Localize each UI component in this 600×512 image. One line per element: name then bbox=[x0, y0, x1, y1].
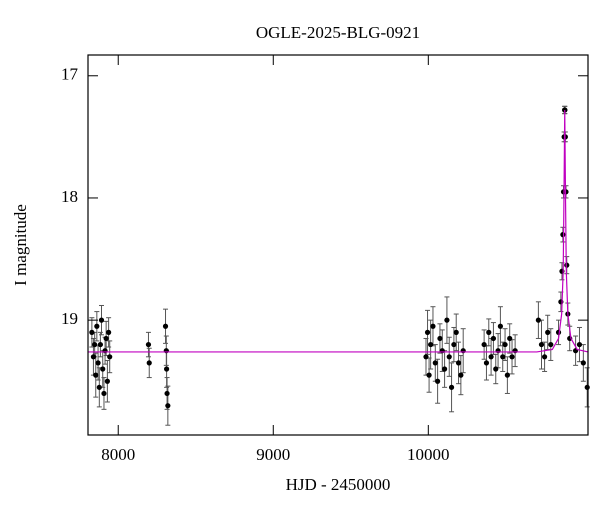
y-axis-label: I magnitude bbox=[11, 204, 30, 286]
chart-title: OGLE-2025-BLG-0921 bbox=[256, 23, 420, 42]
data-point bbox=[164, 390, 170, 397]
x-tick-label: 10000 bbox=[407, 445, 450, 464]
data-point bbox=[504, 372, 510, 378]
data-point bbox=[535, 317, 541, 323]
data-point bbox=[509, 354, 515, 360]
data-point bbox=[446, 354, 452, 360]
data-point bbox=[500, 354, 506, 360]
data-point bbox=[106, 329, 112, 335]
data-point bbox=[426, 372, 432, 378]
data-point bbox=[432, 360, 438, 366]
data-point bbox=[423, 354, 429, 360]
data-point bbox=[428, 341, 434, 348]
data-point bbox=[435, 378, 441, 384]
data-point bbox=[164, 366, 170, 372]
data-point bbox=[90, 354, 97, 360]
data-point bbox=[103, 335, 109, 342]
data-point bbox=[145, 341, 152, 348]
y-tick-label: 18 bbox=[61, 187, 78, 206]
x-tick-label: 8000 bbox=[101, 445, 135, 464]
data-point bbox=[101, 390, 107, 397]
data-point bbox=[100, 366, 106, 372]
plot-area bbox=[88, 105, 590, 426]
y-tick-label: 19 bbox=[61, 309, 78, 328]
data-point bbox=[89, 329, 95, 335]
data-point bbox=[165, 403, 171, 409]
data-point bbox=[92, 341, 98, 348]
data-point bbox=[146, 360, 152, 366]
data-point bbox=[448, 384, 455, 390]
model-curve bbox=[88, 109, 589, 353]
data-point bbox=[580, 360, 586, 366]
data-point bbox=[507, 335, 513, 342]
x-tick-label: 9000 bbox=[256, 445, 290, 464]
data-point bbox=[483, 360, 490, 366]
data-point bbox=[493, 366, 499, 372]
data-point bbox=[94, 323, 100, 329]
data-point bbox=[545, 329, 551, 335]
data-point bbox=[430, 323, 436, 329]
data-point bbox=[502, 341, 508, 348]
data-point bbox=[488, 354, 494, 360]
data-point bbox=[453, 329, 459, 335]
data-point bbox=[451, 341, 457, 348]
data-point bbox=[444, 317, 450, 323]
data-point bbox=[560, 232, 566, 238]
data-point bbox=[98, 317, 105, 323]
data-point bbox=[486, 329, 492, 335]
data-point bbox=[538, 341, 545, 348]
data-point bbox=[95, 360, 101, 366]
data-point bbox=[424, 329, 431, 335]
data-point bbox=[97, 341, 104, 348]
data-point bbox=[497, 323, 504, 329]
data-point bbox=[584, 384, 590, 390]
data-point bbox=[93, 372, 99, 378]
data-point bbox=[576, 341, 583, 348]
data-point bbox=[541, 354, 548, 360]
data-point bbox=[481, 341, 487, 348]
data-point bbox=[455, 360, 462, 366]
data-point bbox=[162, 323, 169, 329]
x-axis-label: HJD - 2450000 bbox=[286, 475, 391, 494]
data-point bbox=[104, 378, 110, 384]
data-point bbox=[548, 341, 554, 348]
data-point bbox=[96, 384, 102, 390]
data-point bbox=[107, 354, 113, 360]
plot-frame bbox=[87, 54, 589, 436]
data-point bbox=[458, 372, 464, 378]
y-tick-label: 17 bbox=[61, 65, 79, 84]
data-point bbox=[441, 366, 448, 372]
data-point bbox=[437, 335, 443, 342]
data-point bbox=[490, 335, 497, 342]
